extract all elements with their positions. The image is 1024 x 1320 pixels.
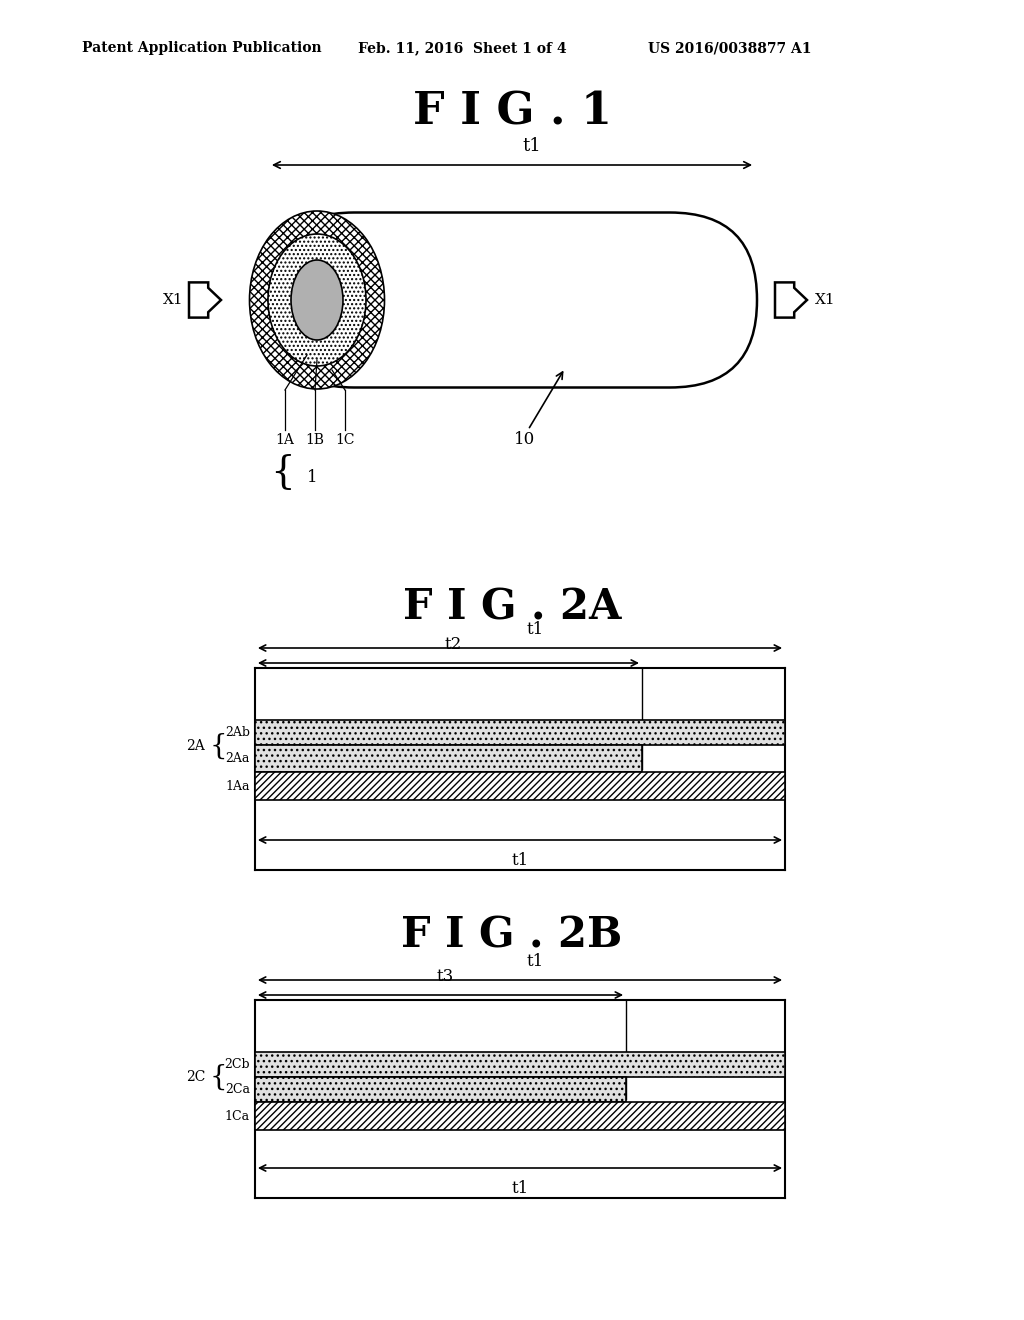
Text: F I G . 1: F I G . 1	[413, 91, 611, 133]
Polygon shape	[189, 282, 221, 318]
Text: {: {	[209, 733, 227, 759]
Text: t2: t2	[444, 636, 462, 653]
Ellipse shape	[291, 260, 343, 341]
Text: t1: t1	[511, 851, 528, 869]
Text: 1C: 1C	[335, 433, 354, 447]
Text: t1: t1	[526, 620, 544, 638]
Text: 1Ca: 1Ca	[225, 1110, 250, 1122]
Text: 1B: 1B	[305, 433, 325, 447]
Text: 10: 10	[514, 432, 536, 449]
FancyBboxPatch shape	[255, 1077, 626, 1102]
Text: t1: t1	[511, 1180, 528, 1197]
Text: t1: t1	[526, 953, 544, 970]
Text: 2Cb: 2Cb	[224, 1059, 250, 1071]
Text: t3: t3	[437, 968, 454, 985]
FancyBboxPatch shape	[255, 772, 785, 800]
Text: 1A: 1A	[275, 433, 295, 447]
FancyBboxPatch shape	[255, 719, 785, 744]
Text: 2Ab: 2Ab	[225, 726, 250, 739]
Polygon shape	[775, 282, 807, 318]
Text: t1: t1	[522, 137, 542, 154]
Text: US 2016/0038877 A1: US 2016/0038877 A1	[648, 41, 811, 55]
FancyBboxPatch shape	[255, 1052, 785, 1077]
Text: 2Aa: 2Aa	[225, 752, 250, 766]
Text: {: {	[270, 454, 295, 491]
Text: 1Aa: 1Aa	[225, 780, 250, 792]
Ellipse shape	[250, 211, 384, 389]
Text: Feb. 11, 2016  Sheet 1 of 4: Feb. 11, 2016 Sheet 1 of 4	[358, 41, 566, 55]
FancyBboxPatch shape	[255, 1102, 785, 1130]
Text: 2A: 2A	[186, 739, 205, 752]
Text: 1: 1	[306, 470, 317, 487]
Text: X1: X1	[815, 293, 836, 308]
FancyBboxPatch shape	[255, 744, 642, 772]
Text: F I G . 2B: F I G . 2B	[401, 913, 623, 956]
Text: {: {	[209, 1064, 227, 1090]
Text: Patent Application Publication: Patent Application Publication	[82, 41, 322, 55]
Text: X1: X1	[164, 293, 184, 308]
Ellipse shape	[268, 234, 366, 366]
Text: 2Ca: 2Ca	[225, 1082, 250, 1096]
FancyBboxPatch shape	[267, 213, 757, 388]
Text: 2C: 2C	[185, 1071, 205, 1084]
Text: F I G . 2A: F I G . 2A	[402, 586, 622, 628]
